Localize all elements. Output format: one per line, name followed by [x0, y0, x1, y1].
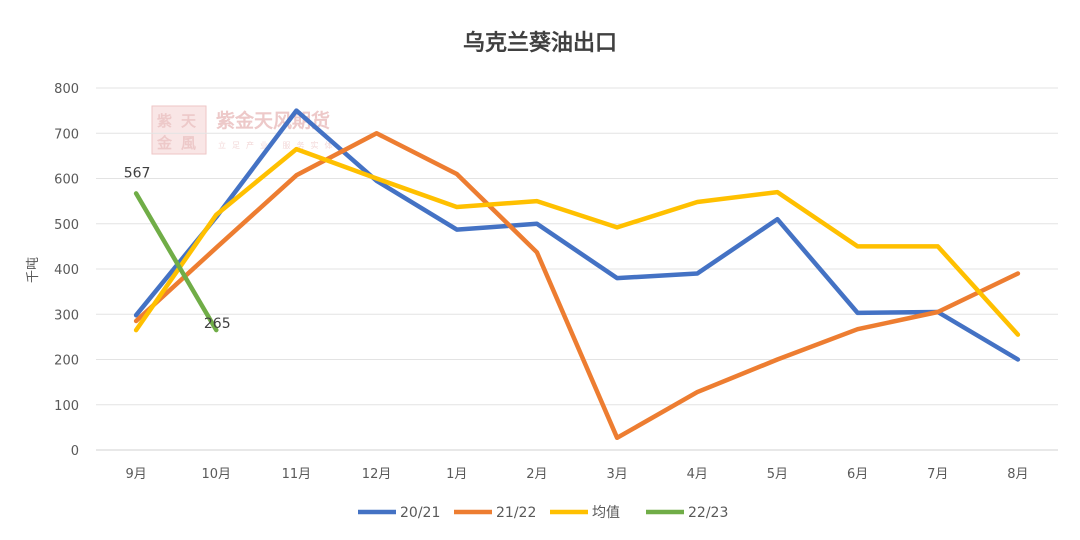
series-line-20-21	[133, 108, 1021, 362]
data-label: 265	[204, 316, 231, 332]
data-label: 567	[124, 165, 151, 181]
x-tick-label: 3月	[606, 467, 627, 482]
y-tick-label: 500	[54, 218, 79, 233]
x-tick-label: 6月	[847, 467, 868, 482]
x-tick-label: 5月	[767, 467, 788, 482]
y-tick-label: 700	[54, 127, 79, 142]
grid	[96, 87, 1058, 451]
watermark-seal-char: 金	[156, 134, 173, 152]
legend-label: 均值	[592, 505, 620, 521]
x-tick-label: 4月	[687, 467, 708, 482]
watermark-text: 紫金天风期货	[216, 109, 330, 132]
x-tick-label: 2月	[526, 467, 547, 482]
legend-label: 20/21	[400, 505, 440, 521]
x-tick-label: 10月	[201, 467, 231, 482]
x-tick-label: 11月	[282, 467, 312, 482]
watermark-seal-char: 紫	[157, 112, 172, 130]
x-tick-label: 12月	[362, 467, 392, 482]
y-tick-label: 600	[54, 173, 79, 188]
y-tick-label: 100	[54, 399, 79, 414]
watermark-seal	[151, 105, 207, 155]
y-tick-label: 800	[54, 82, 79, 97]
legend: 20/21 21/22 均值 22/23	[358, 505, 728, 521]
x-tick-label: 1月	[446, 467, 467, 482]
watermark-subtext: 立足产业 服务实体	[218, 140, 339, 150]
series-line-21-22	[133, 131, 1021, 441]
y-tick-label: 200	[54, 354, 79, 369]
x-axis: 9月 10月 11月 12月 1月 2月 3月 4月 5月 6月 7月 8月	[125, 467, 1028, 482]
data-labels: 567 265	[124, 165, 231, 332]
watermark: 紫 天 金 風 紫金天风期货 立足产业 服务实体	[151, 105, 339, 155]
x-tick-label: 8月	[1007, 467, 1028, 482]
y-axis: 0 100 200 300 400 500 600 700 800	[54, 82, 79, 459]
legend-label: 22/23	[688, 505, 728, 521]
y-axis-label: 千吨	[26, 257, 41, 283]
series-line-22-23	[133, 191, 219, 333]
legend-label: 21/22	[496, 505, 536, 521]
y-tick-label: 0	[71, 444, 79, 459]
x-tick-label: 7月	[927, 467, 948, 482]
y-tick-label: 400	[54, 263, 79, 278]
y-tick-label: 300	[54, 308, 79, 323]
watermark-seal-char: 風	[181, 134, 196, 152]
watermark-seal-char: 天	[181, 112, 197, 130]
chart-title: 乌克兰葵油出口	[463, 30, 617, 56]
series-line---	[133, 146, 1021, 337]
series-lines	[133, 108, 1021, 441]
x-tick-label: 9月	[125, 467, 146, 482]
